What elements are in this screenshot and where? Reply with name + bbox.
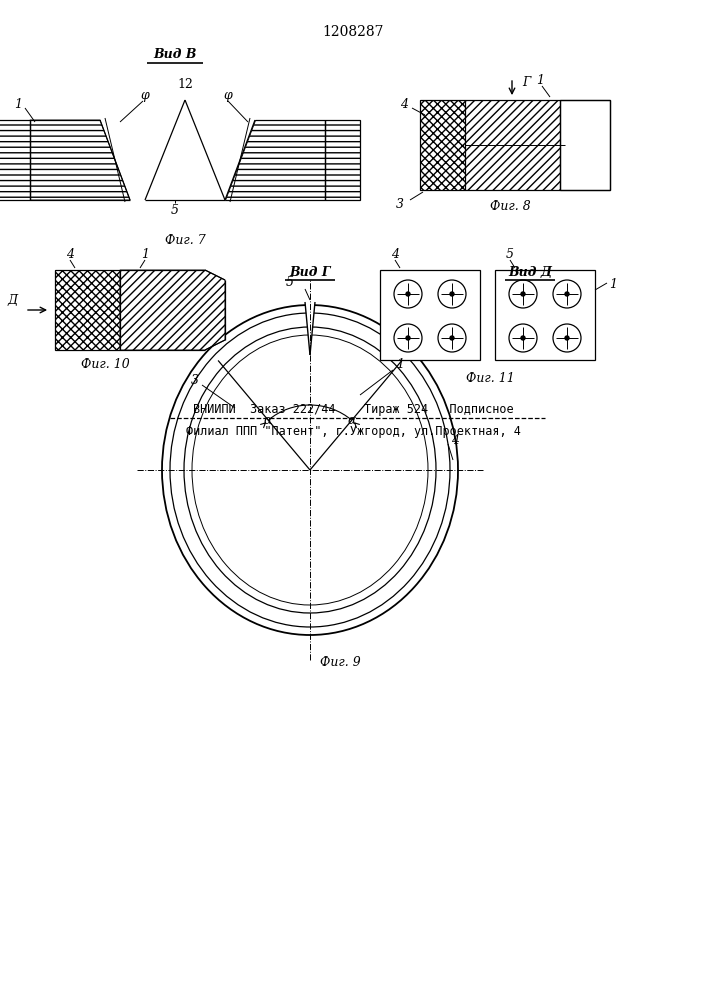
Circle shape bbox=[565, 292, 569, 296]
Text: 1: 1 bbox=[396, 359, 404, 371]
Text: Вид В: Вид В bbox=[153, 48, 197, 62]
Text: 4: 4 bbox=[66, 248, 74, 261]
Circle shape bbox=[565, 336, 569, 340]
Polygon shape bbox=[380, 270, 480, 360]
Text: 1208287: 1208287 bbox=[322, 25, 384, 39]
Text: 3: 3 bbox=[191, 373, 199, 386]
Text: Филиал ППП "Патент", г.Ужгород, ул.Проектная, 4: Филиал ППП "Патент", г.Ужгород, ул.Проек… bbox=[185, 426, 520, 438]
Text: 4: 4 bbox=[391, 248, 399, 261]
Polygon shape bbox=[120, 270, 225, 350]
Text: 1: 1 bbox=[609, 278, 617, 292]
Text: ВНИИПИ  Заказ 222/44    Тираж 524   Подписное: ВНИИПИ Заказ 222/44 Тираж 524 Подписное bbox=[193, 403, 513, 416]
Text: α: α bbox=[264, 414, 272, 426]
Circle shape bbox=[406, 336, 410, 340]
Circle shape bbox=[521, 336, 525, 340]
Text: 4: 4 bbox=[451, 434, 459, 446]
Text: Вид Г: Вид Г bbox=[289, 265, 331, 278]
Text: Фиг. 9: Фиг. 9 bbox=[320, 656, 361, 670]
Polygon shape bbox=[420, 100, 465, 190]
Polygon shape bbox=[30, 120, 130, 200]
Polygon shape bbox=[225, 120, 325, 200]
Text: α: α bbox=[348, 414, 356, 426]
Polygon shape bbox=[465, 100, 560, 190]
Text: 12: 12 bbox=[177, 79, 193, 92]
Polygon shape bbox=[560, 100, 610, 190]
Text: 1: 1 bbox=[141, 248, 149, 261]
Polygon shape bbox=[0, 120, 30, 200]
Text: Фиг. 11: Фиг. 11 bbox=[466, 371, 515, 384]
Polygon shape bbox=[55, 270, 120, 350]
Text: 1: 1 bbox=[536, 74, 544, 87]
Text: Фиг. 10: Фиг. 10 bbox=[81, 359, 129, 371]
Text: 1: 1 bbox=[14, 99, 22, 111]
Text: Д: Д bbox=[8, 294, 18, 306]
Text: Фиг. 8: Фиг. 8 bbox=[490, 200, 530, 214]
Circle shape bbox=[406, 292, 410, 296]
Text: 5: 5 bbox=[286, 276, 294, 290]
Text: Фиг. 7: Фиг. 7 bbox=[165, 233, 205, 246]
Text: Г: Г bbox=[522, 76, 530, 89]
Text: Вид Д: Вид Д bbox=[508, 265, 552, 278]
Text: φ: φ bbox=[141, 89, 149, 102]
Polygon shape bbox=[495, 270, 595, 360]
Circle shape bbox=[450, 292, 454, 296]
Text: 4: 4 bbox=[400, 99, 408, 111]
Polygon shape bbox=[305, 300, 315, 355]
Circle shape bbox=[521, 292, 525, 296]
Text: 5: 5 bbox=[506, 248, 514, 261]
Text: 3: 3 bbox=[396, 198, 404, 212]
Text: 5: 5 bbox=[171, 204, 179, 217]
Circle shape bbox=[450, 336, 454, 340]
Polygon shape bbox=[325, 120, 360, 200]
Text: φ: φ bbox=[223, 89, 233, 102]
